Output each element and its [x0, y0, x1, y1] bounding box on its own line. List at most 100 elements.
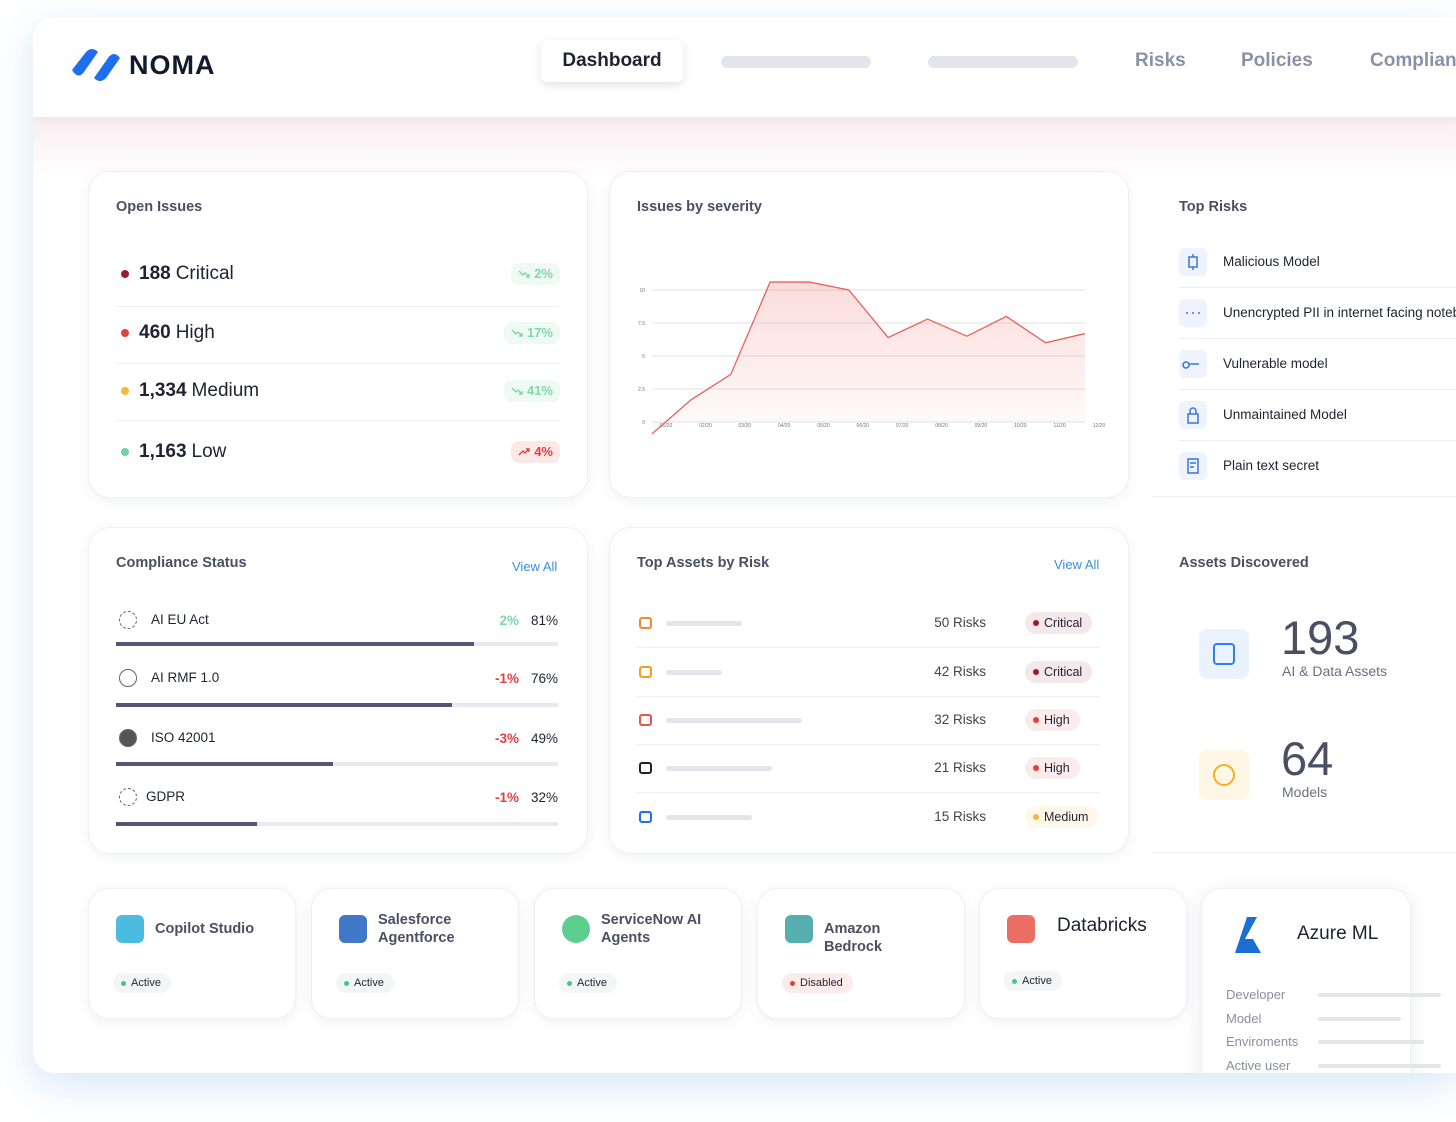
badge-text: Critical — [1044, 665, 1083, 679]
integration-card — [88, 888, 296, 1019]
asset-icon — [639, 811, 652, 823]
framework-change: -3% — [494, 731, 519, 746]
divider — [1179, 287, 1456, 288]
divider — [637, 696, 1100, 697]
framework-name: AI EU Act — [151, 612, 209, 627]
view-all[interactable]: View All — [512, 559, 558, 574]
severity-badge: Critical — [1025, 661, 1093, 683]
asset-placeholder — [666, 718, 802, 723]
compliance-card — [88, 527, 588, 854]
assets-panel — [1152, 527, 1456, 853]
framework-icon — [119, 669, 137, 687]
icon-glyph — [1188, 254, 1198, 270]
card-title: Open Issues — [116, 199, 203, 215]
trend-icon — [518, 270, 530, 278]
framework-percent: 49% — [530, 731, 558, 746]
framework-name: GDPR — [146, 789, 186, 804]
change-badge: 17% — [503, 322, 560, 344]
asset-icon — [1213, 764, 1235, 786]
y-tick-label: 7.5 — [638, 321, 645, 327]
change-badge: 2% — [511, 263, 560, 285]
divider — [1179, 440, 1456, 441]
issue-label: Medium — [191, 380, 260, 401]
badge-text: High — [1044, 713, 1070, 727]
top-risks-panel — [1152, 171, 1456, 497]
severity-badge: High — [1025, 709, 1080, 731]
trend-icon — [518, 448, 530, 456]
framework-change: 2% — [499, 613, 519, 628]
issue-count: 460 — [139, 322, 171, 343]
integration-name: Copilot Studio — [155, 921, 255, 937]
header-shade — [33, 117, 1456, 177]
badge-text: Critical — [1044, 616, 1083, 630]
x-tick-label: 11/20 — [1054, 423, 1066, 429]
asset-risks: 32 Risks — [934, 712, 986, 727]
y-tick-label: 0 — [642, 420, 645, 426]
azure-icon — [1235, 917, 1261, 953]
severity-badge: Critical — [1025, 612, 1093, 634]
y-tick-label: 5 — [642, 354, 645, 360]
asset-placeholder — [666, 670, 722, 675]
asset-label: Models — [1282, 784, 1328, 800]
asset-risks: 42 Risks — [934, 664, 986, 679]
integration-icon — [1007, 915, 1035, 943]
divider — [637, 744, 1100, 745]
badge-dot — [1033, 669, 1039, 675]
line — [651, 281, 1086, 435]
integration-name: Salesforce Agentforce — [378, 912, 455, 946]
integration-card — [311, 888, 519, 1019]
app-window: NOMA Dashboard Risks Policies Compliance… — [33, 17, 1456, 1073]
brand: NOMA — [129, 50, 216, 80]
integration-name: ServiceNow AI Agents — [601, 912, 702, 946]
icon-glyph — [1235, 917, 1261, 953]
icon-glyph — [1187, 407, 1199, 424]
framework-icon — [119, 788, 137, 806]
status-dot — [344, 980, 349, 986]
area — [652, 282, 1085, 434]
view-all[interactable]: View All — [1054, 557, 1100, 572]
x-tick-label: 12/20 — [1093, 423, 1106, 429]
integration-icon — [116, 915, 144, 943]
progress-track — [116, 822, 558, 826]
integration-card — [757, 888, 965, 1019]
tab[interactable]: Compliance — [1370, 50, 1456, 71]
framework-name: AI RMF 1.0 — [151, 670, 220, 685]
trend-arrow — [518, 270, 530, 278]
status-text: Active — [1022, 975, 1052, 987]
icon — [1179, 350, 1207, 378]
change-value: 41% — [526, 383, 553, 398]
risk-name: Unmaintained Model — [1223, 407, 1347, 422]
issue-count: 188 — [139, 263, 171, 284]
framework-percent: 76% — [530, 671, 558, 686]
issue-count: 1,334 — [139, 380, 187, 401]
x-tick-label: 04/20 — [778, 423, 791, 429]
status-dot — [790, 980, 795, 986]
risk-name: Unencrypted PII in internet facing noteb… — [1223, 305, 1456, 320]
change-badge: 41% — [503, 380, 560, 402]
asset-icon-box — [1199, 629, 1249, 679]
x-tick-label: 01/20 — [660, 423, 673, 429]
tab[interactable]: Risks — [1135, 50, 1186, 71]
x-tick-label: 10/20 — [1014, 423, 1027, 429]
logo-mark — [72, 49, 120, 81]
tab-placeholder — [721, 56, 871, 68]
issue-count: 1,163 — [139, 441, 187, 462]
icon-bg — [1179, 452, 1207, 480]
field-placeholder — [1318, 1040, 1424, 1044]
badge-text: Medium — [1044, 810, 1089, 824]
badge-dot — [1033, 765, 1039, 771]
field-label: Active user — [1226, 1057, 1291, 1073]
framework-percent: 32% — [530, 790, 558, 805]
asset-placeholder — [666, 815, 752, 820]
integration-name: Azure ML — [1297, 923, 1379, 944]
card-title: Top Risks — [1179, 199, 1248, 215]
integration-name: Databricks — [1057, 915, 1147, 936]
icon — [1179, 401, 1207, 429]
field-label: Developer — [1226, 987, 1286, 1002]
icon-bg — [1179, 248, 1207, 276]
risk-name: Plain text secret — [1223, 458, 1320, 473]
issue-row: 188 Critical — [139, 262, 234, 286]
tab[interactable]: Policies — [1241, 50, 1313, 71]
tab-active[interactable]: Dashboard — [541, 40, 683, 82]
